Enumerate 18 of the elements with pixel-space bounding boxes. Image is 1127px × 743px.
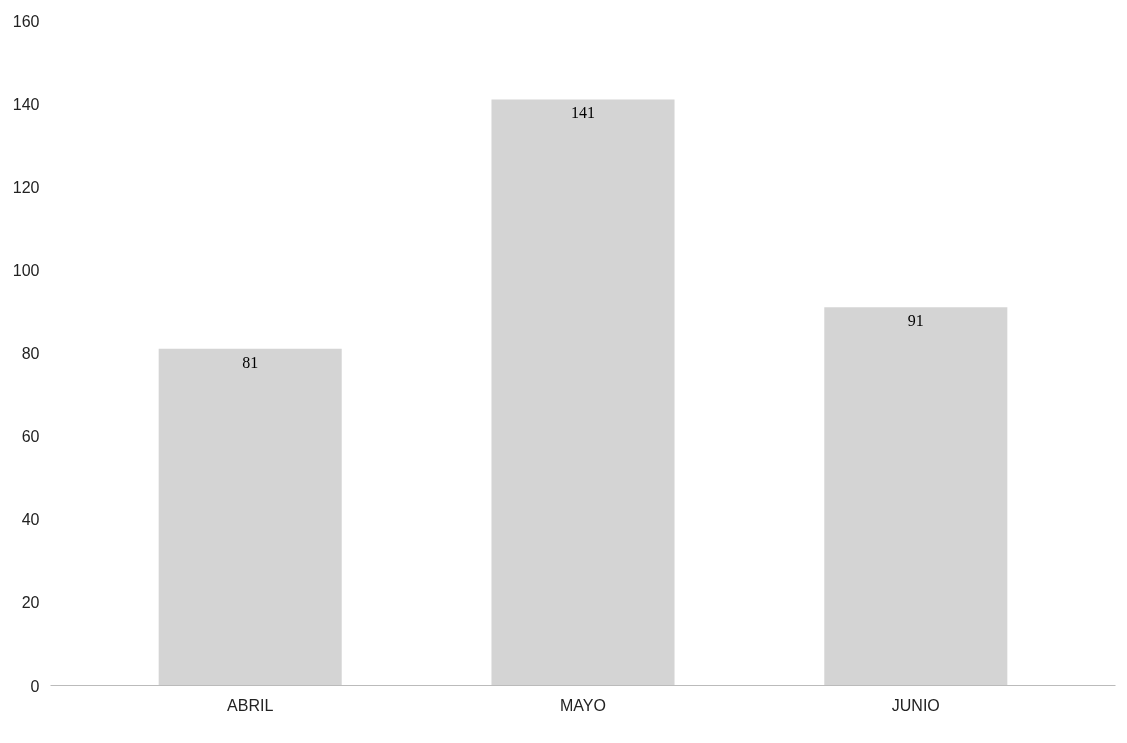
y-tick-label: 100 bbox=[12, 261, 40, 279]
y-tick-label: 60 bbox=[21, 428, 40, 446]
y-tick-label: 40 bbox=[21, 511, 40, 529]
bar bbox=[158, 348, 342, 686]
bar bbox=[824, 307, 1008, 686]
y-tick-label: 20 bbox=[21, 594, 40, 612]
y-tick-label: 140 bbox=[12, 95, 40, 113]
x-tick-label: JUNIO bbox=[891, 696, 940, 714]
data-label: 91 bbox=[907, 312, 924, 330]
y-tick-label: 80 bbox=[21, 345, 40, 362]
x-tick-label: ABRIL bbox=[227, 696, 274, 714]
y-tick-label: 120 bbox=[12, 178, 40, 196]
data-label: 141 bbox=[571, 104, 595, 122]
y-tick-label: 160 bbox=[12, 12, 40, 30]
y-tick-label: 0 bbox=[30, 677, 40, 695]
x-tick-label: MAYO bbox=[560, 696, 606, 714]
data-label: 81 bbox=[242, 353, 259, 371]
bar bbox=[491, 99, 675, 686]
